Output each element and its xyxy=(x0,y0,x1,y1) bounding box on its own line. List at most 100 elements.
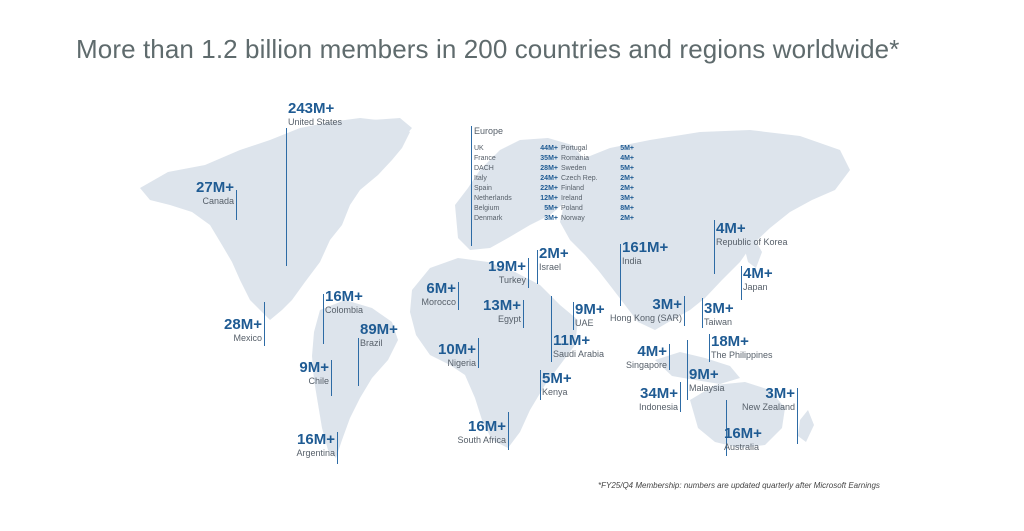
member-count: 5M+ xyxy=(544,205,558,212)
member-count: 3M+ xyxy=(765,385,795,402)
country-name: Saudi Arabia xyxy=(553,349,605,359)
country-name: Egypt xyxy=(497,314,521,324)
member-count: 4M+ xyxy=(637,343,667,360)
europe-row: Italy 24M+ Czech Rep. 2M+ xyxy=(474,174,644,184)
country-name: Nigeria xyxy=(447,358,476,368)
member-count: 28M+ xyxy=(224,316,262,333)
country-name: India xyxy=(622,256,642,266)
member-count: 16M+ xyxy=(468,418,506,435)
pointer-line-australia xyxy=(726,400,727,456)
country-name: Malaysia xyxy=(689,383,725,393)
pointer-line-indonesia xyxy=(680,382,681,412)
country-name: Poland xyxy=(561,205,583,212)
label-australia: 16M+ Australia xyxy=(724,425,762,453)
country-name: Finland xyxy=(561,185,584,192)
country-name: France xyxy=(474,155,496,162)
footnote: *FY25/Q4 Membership: numbers are updated… xyxy=(598,481,880,490)
label-india: 161M+ India xyxy=(622,239,669,267)
member-count: 4M+ xyxy=(716,220,746,237)
member-count: 27M+ xyxy=(196,179,234,196)
country-name: Canada xyxy=(202,196,234,206)
pointer-line-singapore xyxy=(669,344,670,370)
pointer-line-egypt xyxy=(523,300,524,328)
member-count: 9M+ xyxy=(575,301,605,318)
country-name: Japan xyxy=(743,282,768,292)
label-uae: 9M+ UAE xyxy=(575,301,605,329)
country-name: Turkey xyxy=(498,275,526,285)
country-name: Belgium xyxy=(474,205,500,212)
member-count: 2M+ xyxy=(539,245,569,262)
member-count: 16M+ xyxy=(297,431,335,448)
pointer-line-korea xyxy=(714,220,715,274)
member-count: 9M+ xyxy=(299,359,329,376)
pointer-line-new-zealand xyxy=(797,388,798,444)
pointer-line-kenya xyxy=(540,370,541,400)
label-taiwan: 3M+ Taiwan xyxy=(704,301,734,328)
europe-row: Netherlands 12M+ Ireland 3M+ xyxy=(474,194,644,204)
pointer-line-europe xyxy=(471,126,472,246)
pointer-line-malaysia xyxy=(687,340,688,400)
country-name: Hong Kong (SAR) xyxy=(609,313,682,323)
country-name: Brazil xyxy=(360,338,383,348)
country-name: UK xyxy=(474,145,484,152)
label-egypt: 13M+ Egypt xyxy=(468,297,521,325)
member-count: 8M+ xyxy=(620,205,634,212)
label-korea: 4M+ Republic of Korea xyxy=(716,220,788,248)
pointer-line-mexico xyxy=(264,302,265,346)
country-name: The Philippines xyxy=(711,350,773,360)
pointer-line-chile xyxy=(331,360,332,396)
label-colombia: 16M+ Colombia xyxy=(325,288,363,316)
pointer-line-uae xyxy=(573,302,574,330)
member-count: 5M+ xyxy=(620,145,634,152)
australia-landmass xyxy=(690,382,785,448)
member-count: 28M+ xyxy=(540,165,558,172)
country-name: Norway xyxy=(561,215,585,222)
member-count: 161M+ xyxy=(622,239,669,256)
member-count: 13M+ xyxy=(483,297,521,314)
country-name: Ireland xyxy=(561,195,583,202)
pointer-line-japan xyxy=(741,266,742,300)
member-count: 24M+ xyxy=(540,175,558,182)
country-name: South Africa xyxy=(457,435,506,445)
label-malaysia: 9M+ Malaysia xyxy=(689,367,725,394)
country-name: Spain xyxy=(474,185,492,192)
label-turkey: 19M+ Turkey xyxy=(476,259,526,286)
member-count: 16M+ xyxy=(325,288,363,305)
pointer-line-argentina xyxy=(337,432,338,464)
country-name: Argentina xyxy=(296,448,335,458)
country-name: UAE xyxy=(575,318,594,328)
label-philippines: 18M+ The Philippines xyxy=(711,334,773,361)
member-count: 4M+ xyxy=(620,155,634,162)
pointer-line-india xyxy=(620,244,621,306)
label-argentina: 16M+ Argentina xyxy=(284,431,335,459)
label-united-states: 243M+ United States xyxy=(288,101,342,128)
country-name: Singapore xyxy=(625,360,667,370)
europe-row: France 35M+ Romania 4M+ xyxy=(474,154,644,164)
asia-landmass xyxy=(560,130,850,330)
label-chile: 9M+ Chile xyxy=(283,359,329,387)
member-count: 34M+ xyxy=(640,385,678,402)
pointer-line-hong-kong xyxy=(684,296,685,326)
pointer-line-morocco xyxy=(458,282,459,310)
new-zealand-landmass xyxy=(798,410,814,442)
label-israel: 2M+ Israel xyxy=(539,245,569,273)
europe-heading: Europe xyxy=(474,126,504,136)
member-count: 2M+ xyxy=(620,175,634,182)
member-count: 22M+ xyxy=(540,185,558,192)
europe-row: Spain 22M+ Finland 2M+ xyxy=(474,184,644,194)
country-name: Chile xyxy=(308,376,329,386)
country-name: Israel xyxy=(539,262,562,272)
country-name: Taiwan xyxy=(704,317,733,327)
pointer-line-taiwan xyxy=(702,298,703,328)
pointer-line-turkey xyxy=(528,258,529,288)
country-name: Sweden xyxy=(561,165,587,172)
member-count: 5M+ xyxy=(620,165,634,172)
country-name: Denmark xyxy=(474,215,503,222)
member-count: 16M+ xyxy=(724,425,762,442)
member-count: 35M+ xyxy=(540,155,558,162)
member-count: 5M+ xyxy=(542,370,572,387)
country-name: Indonesia xyxy=(638,402,678,412)
country-name: Romania xyxy=(561,155,590,162)
page-title: More than 1.2 billion members in 200 cou… xyxy=(76,34,900,64)
